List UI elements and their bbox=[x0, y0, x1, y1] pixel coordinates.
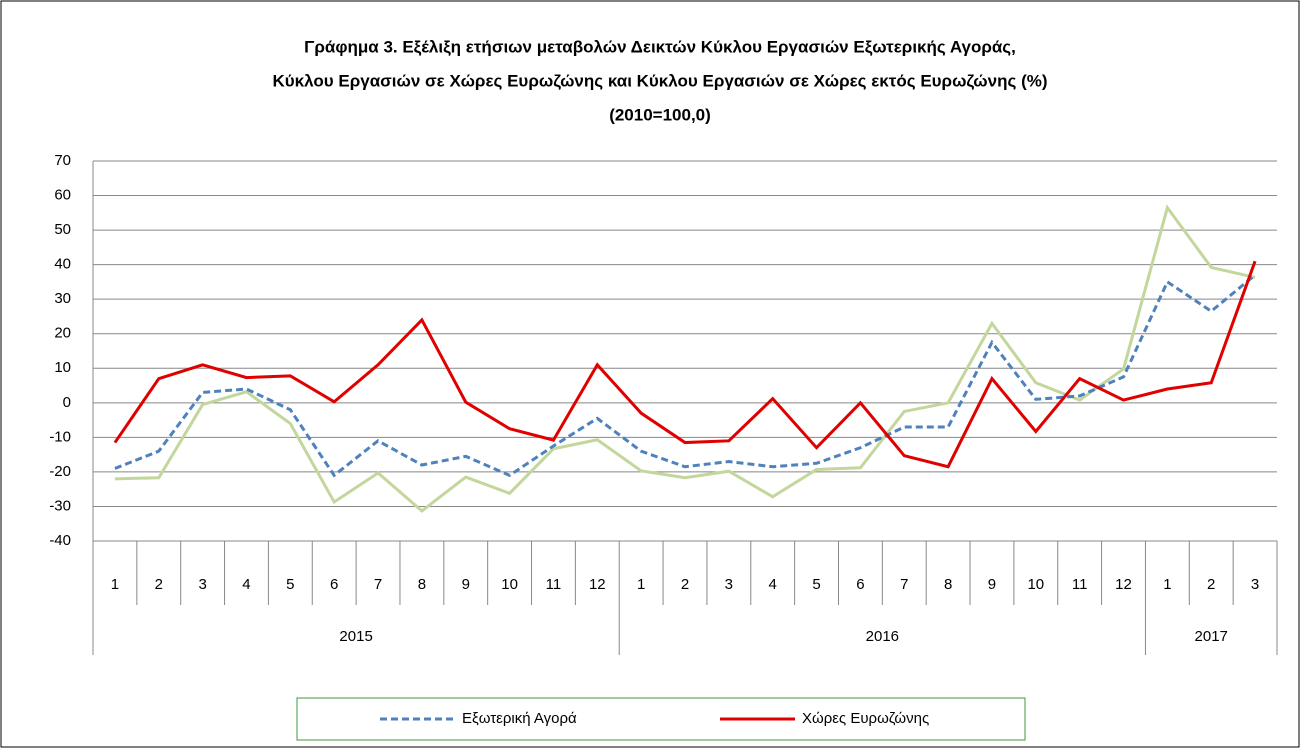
series-line bbox=[113, 260, 1257, 469]
y-tick-label: -10 bbox=[49, 428, 71, 445]
x-tick-label: 11 bbox=[546, 576, 562, 593]
y-tick-label: -30 bbox=[49, 497, 71, 514]
x-tick-label: 5 bbox=[286, 576, 294, 593]
x-tick-label: 4 bbox=[242, 576, 250, 593]
x-tick-label: 3 bbox=[1251, 576, 1259, 593]
x-tick-label: 12 bbox=[1115, 576, 1132, 593]
chart-title: (2010=100,0) bbox=[609, 105, 711, 124]
y-tick-label: 30 bbox=[54, 290, 71, 307]
x-tick-label: 6 bbox=[856, 576, 864, 593]
y-tick-label: 0 bbox=[63, 394, 71, 411]
y-tick-label: -20 bbox=[49, 463, 71, 480]
legend-label: Χώρες Ευρωζώνης bbox=[802, 710, 929, 727]
x-tick-label: 2 bbox=[681, 576, 689, 593]
y-tick-label: 20 bbox=[54, 325, 71, 342]
y-tick-label: 60 bbox=[54, 187, 71, 204]
x-tick-label: 7 bbox=[374, 576, 382, 593]
legend-label: Εξωτερική Αγορά bbox=[462, 710, 577, 727]
y-tick-label: 40 bbox=[54, 256, 71, 273]
x-tick-label: 8 bbox=[418, 576, 426, 593]
x-tick-label: 3 bbox=[725, 576, 733, 593]
x-tick-label: 10 bbox=[501, 576, 518, 593]
x-tick-label: 2 bbox=[155, 576, 163, 593]
x-tick-label: 12 bbox=[589, 576, 606, 593]
y-tick-label: 70 bbox=[54, 152, 71, 169]
y-tick-label: 50 bbox=[54, 221, 71, 238]
group-label: 2015 bbox=[339, 628, 372, 645]
x-tick-label: 1 bbox=[111, 576, 119, 593]
chart-title: Γράφημα 3. Εξέλιξη ετήσιων μεταβολών Δει… bbox=[304, 37, 1016, 56]
group-label: 2016 bbox=[866, 628, 899, 645]
x-tick-label: 11 bbox=[1072, 576, 1088, 593]
x-tick-label: 1 bbox=[1163, 576, 1171, 593]
x-tick-label: 7 bbox=[900, 576, 908, 593]
x-tick-label: 2 bbox=[1207, 576, 1215, 593]
x-tick-label: 8 bbox=[944, 576, 952, 593]
x-tick-label: 9 bbox=[988, 576, 996, 593]
series-line bbox=[114, 273, 1257, 478]
x-tick-label: 9 bbox=[462, 576, 470, 593]
x-tick-label: 10 bbox=[1027, 576, 1044, 593]
group-label: 2017 bbox=[1195, 628, 1228, 645]
y-tick-label: -40 bbox=[49, 532, 71, 549]
x-tick-label: 5 bbox=[812, 576, 820, 593]
x-tick-label: 6 bbox=[330, 576, 338, 593]
x-tick-label: 3 bbox=[198, 576, 206, 593]
chart-title: Κύκλου Εργασιών σε Χώρες Ευρωζώνης και Κ… bbox=[272, 71, 1047, 90]
y-tick-label: 10 bbox=[54, 359, 71, 376]
x-tick-label: 1 bbox=[637, 576, 645, 593]
x-tick-label: 4 bbox=[769, 576, 777, 593]
